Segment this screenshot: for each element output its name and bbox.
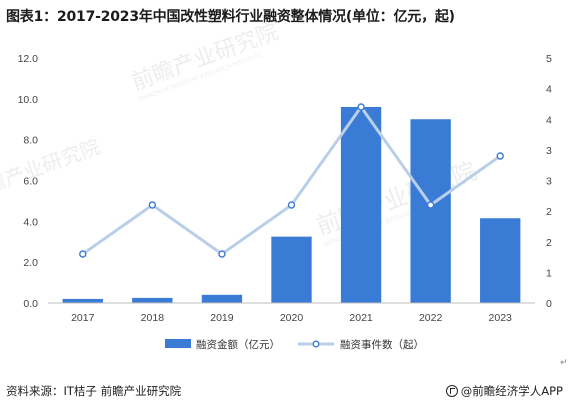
y-right-tick-label: 2 — [546, 206, 552, 218]
x-tick-label: 2023 — [489, 312, 513, 324]
y-right-tick-label: 3 — [546, 176, 552, 188]
watermark-group: 前瞻产业研究院 QIANZHAN INDUSTRY RESEARCH INSTI… — [0, 19, 480, 248]
y-axis-left: 0.0 2.0 4.0 6.0 8.0 10.0 12.0 — [18, 53, 39, 310]
x-tick-label: 2021 — [349, 312, 373, 324]
line-point — [357, 103, 365, 111]
legend-swatch-point — [312, 340, 320, 348]
line-point — [218, 250, 226, 258]
x-tick-label: 2019 — [210, 312, 234, 324]
line-point — [496, 152, 504, 160]
bar — [201, 294, 243, 303]
y-right-tick-label: 5 — [546, 53, 552, 65]
y-right-tick-label: 2 — [546, 237, 552, 249]
y-left-tick-label: 0.0 — [23, 298, 38, 310]
y-left-tick-label: 8.0 — [23, 135, 38, 147]
watermark-3: 前瞻产业研究院 — [0, 134, 103, 204]
y-right-tick-label: 3 — [546, 145, 552, 157]
brand-credit-text: @前瞻经济学人APP — [460, 384, 563, 398]
bar-series — [62, 107, 521, 303]
y-left-tick-label: 12.0 — [18, 53, 39, 65]
x-tick-label: 2018 — [141, 312, 165, 324]
x-tick-label: 2017 — [71, 312, 95, 324]
bar — [340, 107, 382, 303]
legend: 融资金额（亿元） 融资事件数（起） — [165, 338, 424, 351]
legend-swatch-bar — [165, 339, 191, 348]
line-point — [148, 201, 157, 209]
svg-text:前瞻产业研究院: 前瞻产业研究院 — [0, 134, 103, 204]
brand-credit: @前瞻经济学人APP — [445, 383, 563, 399]
brand-logo-icon — [445, 385, 458, 397]
y-right-tick-label: 0 — [546, 298, 552, 310]
bar — [62, 298, 103, 303]
legend-label-bar: 融资金额（亿元） — [196, 338, 280, 351]
x-axis: 2017 2018 2019 2020 2021 2022 2023 — [48, 302, 535, 324]
y-right-tick-label: 1 — [546, 267, 552, 279]
y-left-tick-label: 2.0 — [23, 257, 38, 269]
watermark-1: 前瞻产业研究院 QIANZHAN INDUSTRY RESEARCH INSTI… — [129, 19, 282, 103]
y-left-tick-label: 10.0 — [18, 94, 39, 106]
return-mark: ↵ — [560, 358, 568, 368]
bar — [132, 297, 173, 303]
y-axis-right: 0 1 2 2 3 3 4 4 5 — [546, 53, 552, 310]
x-tick-label: 2020 — [280, 312, 304, 324]
y-left-tick-label: 4.0 — [23, 216, 38, 228]
line-point — [426, 201, 435, 209]
line-point — [79, 250, 87, 258]
line-point — [287, 201, 296, 209]
combo-chart: 前瞻产业研究院 QIANZHAN INDUSTRY RESEARCH INSTI… — [0, 19, 552, 351]
y-right-tick-label: 4 — [546, 84, 552, 96]
source-note: 资料来源：IT桔子 前瞻产业研究院 — [6, 384, 182, 398]
x-tick-label: 2022 — [419, 312, 443, 324]
y-left-tick-label: 6.0 — [23, 176, 38, 188]
y-right-tick-label: 4 — [546, 114, 552, 126]
chart-title: 图表1：2017-2023年中国改性塑料行业融资整体情况(单位：亿元，起) — [6, 9, 455, 25]
line-series — [79, 103, 504, 258]
legend-label-line: 融资事件数（起） — [340, 338, 424, 351]
svg-text:前瞻产业研究院: 前瞻产业研究院 — [312, 157, 479, 241]
watermark-2: 前瞻产业研究院 QIANZHAN INDUSTRY RESEARCH INSTI… — [312, 157, 479, 248]
bar — [410, 119, 451, 303]
bar — [480, 218, 521, 303]
bar — [271, 236, 312, 303]
